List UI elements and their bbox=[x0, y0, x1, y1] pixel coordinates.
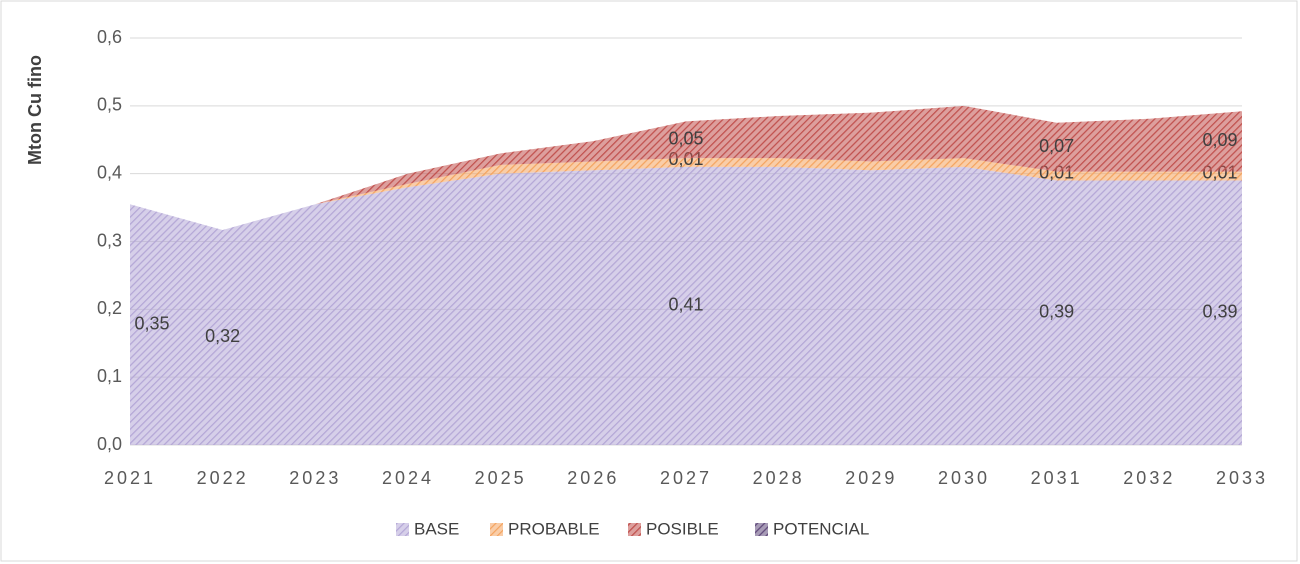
x-tick-label: 2026 bbox=[567, 468, 619, 488]
y-tick-label: 0,0 bbox=[97, 434, 122, 454]
x-tick-label: 2031 bbox=[1031, 468, 1083, 488]
value-label: 0,32 bbox=[205, 326, 240, 346]
value-label: 0,41 bbox=[668, 295, 703, 315]
y-tick-label: 0,1 bbox=[97, 366, 122, 386]
y-tick-label: 0,6 bbox=[97, 27, 122, 47]
value-label: 0,35 bbox=[134, 313, 169, 333]
legend-label: POTENCIAL bbox=[773, 519, 869, 538]
x-tick-label: 2027 bbox=[660, 468, 712, 488]
x-tick-label: 2024 bbox=[382, 468, 434, 488]
legend-swatch bbox=[755, 523, 768, 536]
y-axis-label: Mton Cu fino bbox=[25, 55, 45, 165]
x-tick-label: 2029 bbox=[845, 468, 897, 488]
x-tick-label: 2023 bbox=[289, 468, 341, 488]
value-label: 0,09 bbox=[1202, 130, 1237, 150]
x-tick-label: 2033 bbox=[1216, 468, 1268, 488]
legend-label: POSIBLE bbox=[646, 519, 719, 538]
x-tick-label: 2030 bbox=[938, 468, 990, 488]
area bbox=[130, 166, 1242, 445]
y-tick-label: 0,3 bbox=[97, 230, 122, 250]
area bbox=[130, 105, 1242, 230]
y-tick-label: 0,5 bbox=[97, 95, 122, 115]
x-tick-label: 2028 bbox=[753, 468, 805, 488]
x-tick-label: 2022 bbox=[197, 468, 249, 488]
value-label: 0,05 bbox=[668, 129, 703, 149]
legend-swatch bbox=[396, 523, 409, 536]
x-tick-label: 2025 bbox=[475, 468, 527, 488]
legend-label: BASE bbox=[414, 519, 459, 538]
legend-label: PROBABLE bbox=[508, 519, 600, 538]
y-tick-label: 0,2 bbox=[97, 298, 122, 318]
legend-swatch bbox=[628, 523, 641, 536]
value-label: 0,39 bbox=[1202, 301, 1237, 321]
x-tick-label: 2021 bbox=[104, 468, 156, 488]
value-label: 0,39 bbox=[1039, 301, 1074, 321]
value-label: 0,07 bbox=[1039, 136, 1074, 156]
legend-swatch bbox=[490, 523, 503, 536]
y-tick-label: 0,4 bbox=[97, 162, 122, 182]
x-tick-label: 2032 bbox=[1123, 468, 1175, 488]
